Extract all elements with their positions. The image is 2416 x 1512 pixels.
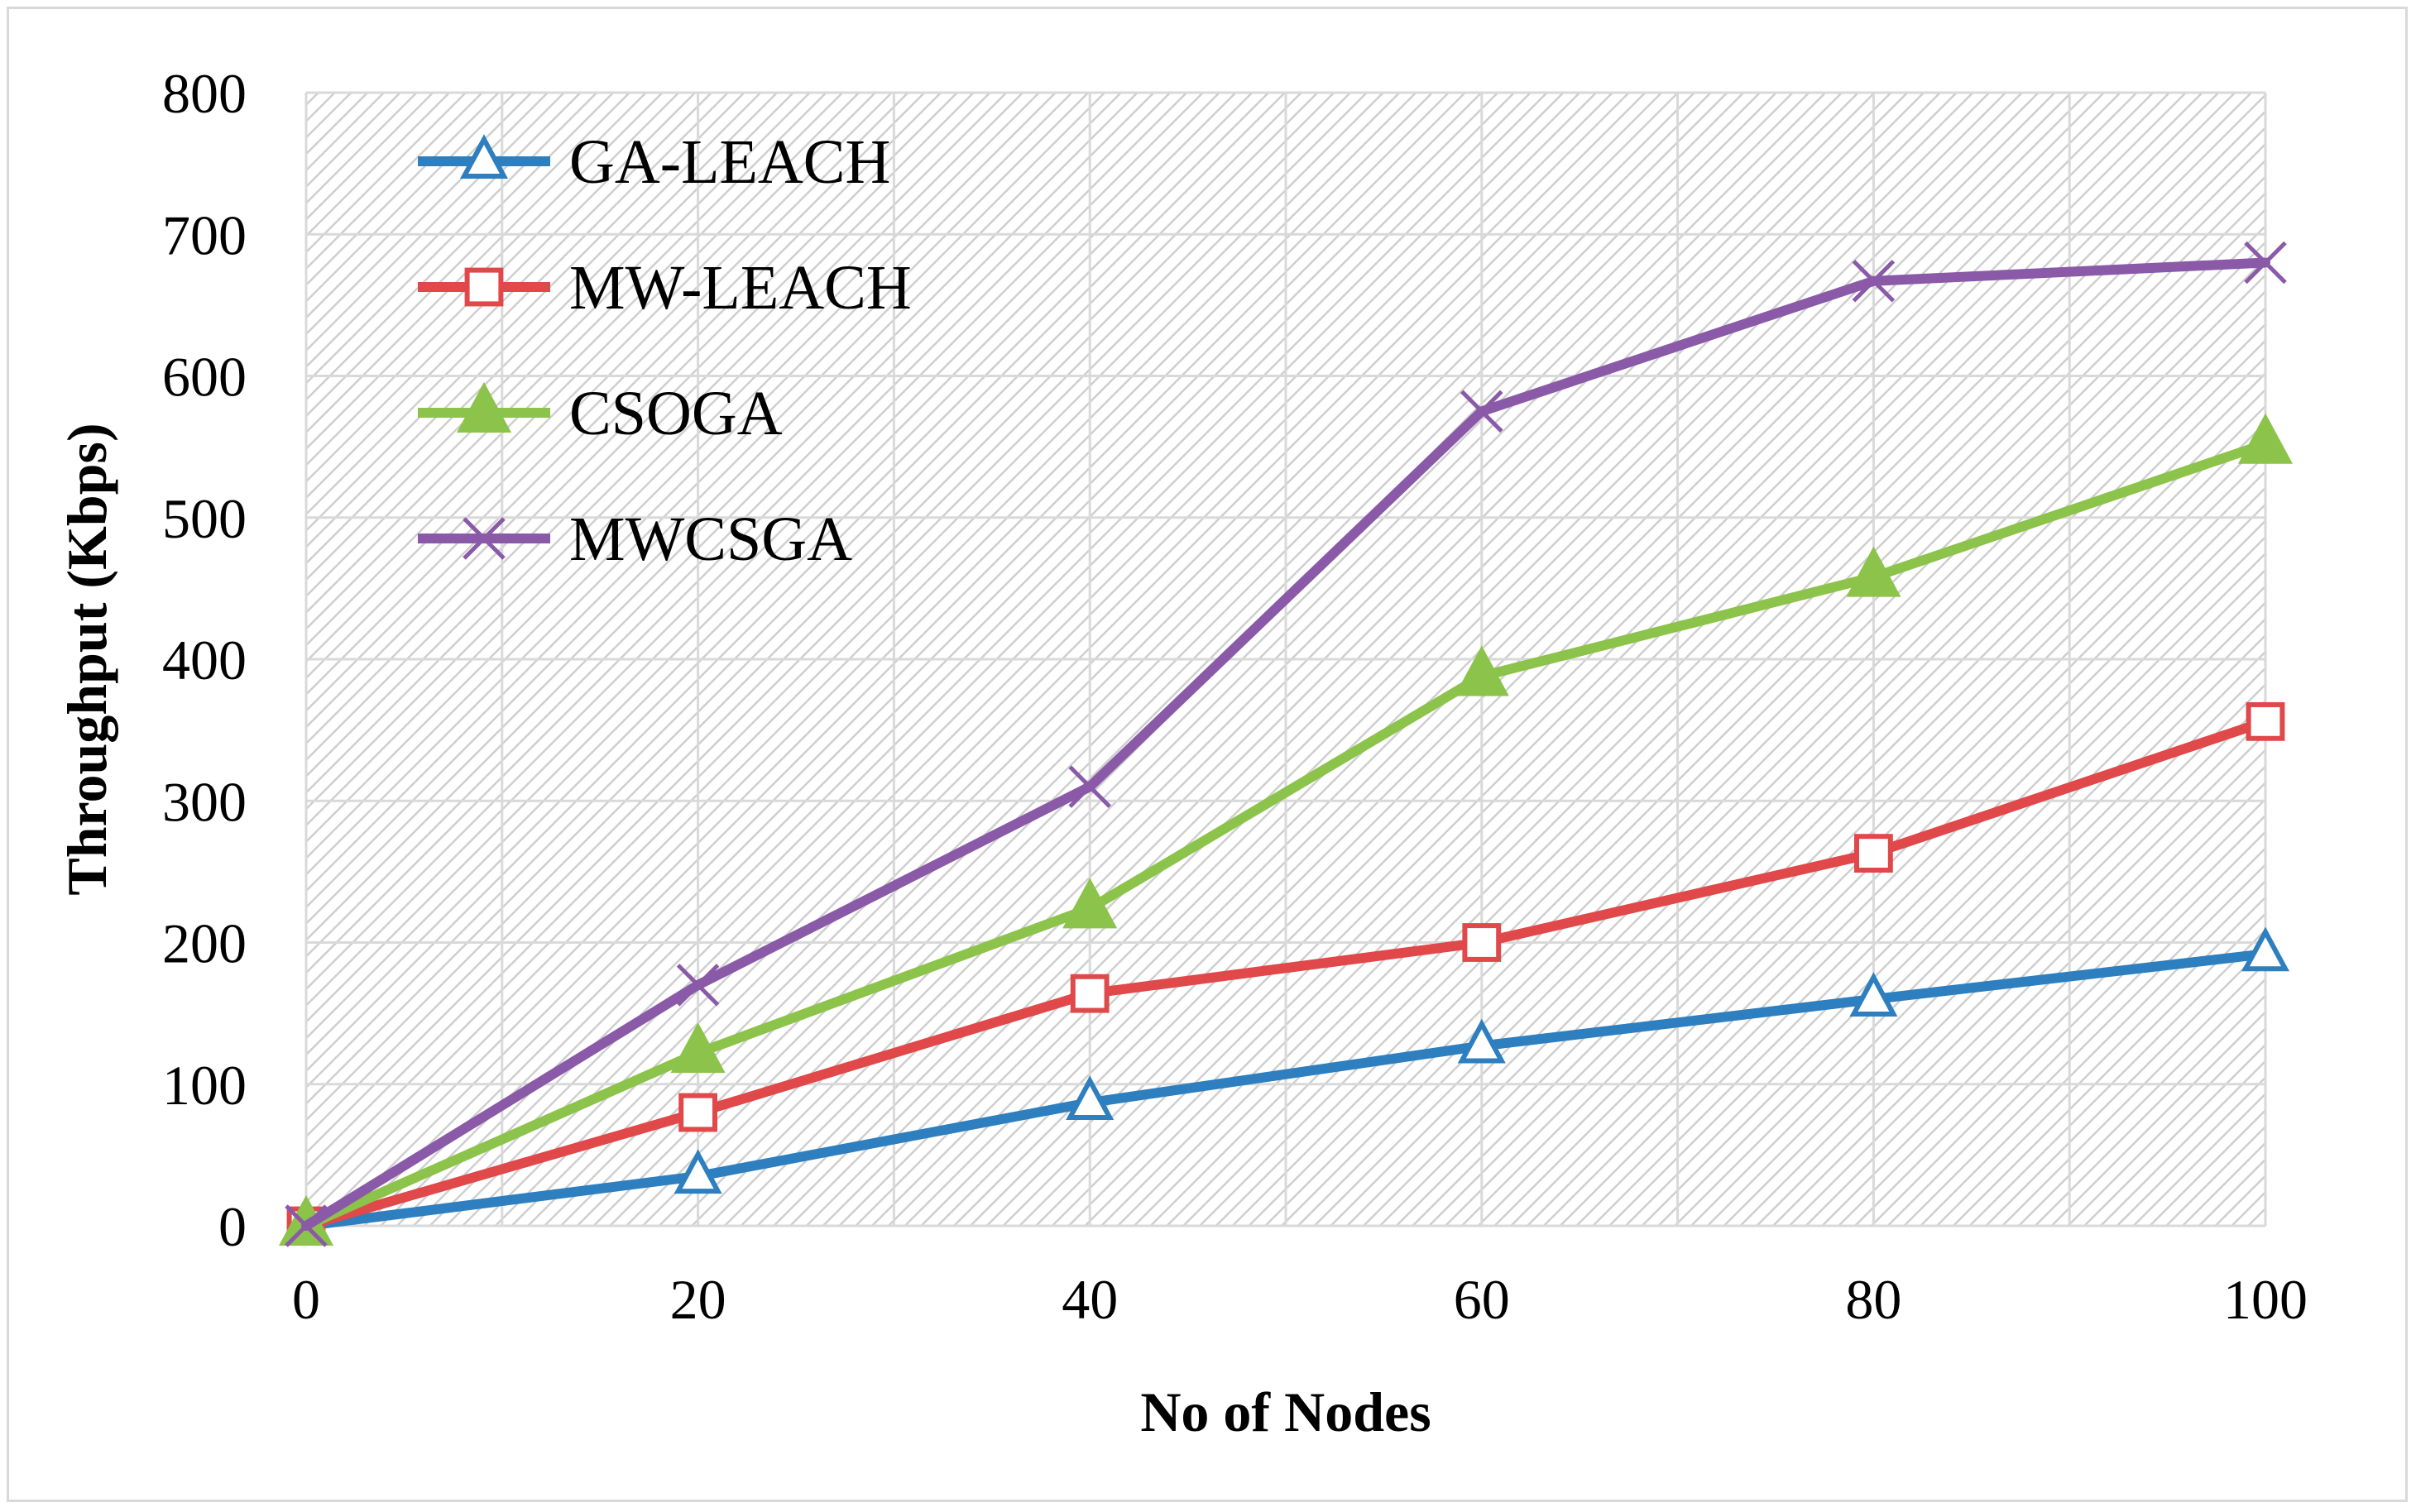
data-point-marker <box>456 381 512 433</box>
data-point-marker <box>1454 645 1509 696</box>
legend-label: MW-LEACH <box>569 253 912 323</box>
x-tick-label: 20 <box>670 1268 726 1331</box>
data-point-marker <box>2244 241 2287 285</box>
marker-stroke <box>285 1204 328 1247</box>
data-point-marker <box>670 1022 726 1074</box>
data-point-marker <box>2246 701 2285 741</box>
data-point-marker <box>2241 926 2290 972</box>
data-point-marker <box>1462 923 1502 962</box>
y-tick-label: 300 <box>162 770 247 833</box>
x-tick-label: 100 <box>2223 1268 2308 1331</box>
data-point-marker <box>1066 1075 1115 1121</box>
series-mwcsga <box>285 241 2287 1247</box>
data-point-marker <box>1854 834 1893 873</box>
series-line <box>301 257 2270 1231</box>
y-tick-label: 600 <box>162 346 247 409</box>
axes: 0 100 200 300 400 500 600 700 800 0 20 40 60 80 100 <box>162 62 2308 1331</box>
series-line <box>301 949 2270 1231</box>
data-point-marker <box>1460 390 1503 433</box>
legend-item: MW-LEACH <box>418 253 912 323</box>
data-point-marker <box>1849 972 1898 1017</box>
data-point-marker <box>676 964 720 1007</box>
legend: GA-LEACH MW-LEACH CSOGA MWCSGA <box>418 127 912 574</box>
data-point-marker <box>1062 878 1118 929</box>
grid-lines <box>304 91 2267 1227</box>
data-point-marker <box>1070 974 1110 1013</box>
legend-item: CSOGA <box>418 379 783 448</box>
legend-label: GA-LEACH <box>569 127 890 197</box>
chart-border <box>7 7 2408 1502</box>
y-tick-label: 700 <box>162 203 247 266</box>
x-tick-label: 60 <box>1454 1268 1510 1331</box>
marker-stroke <box>1068 765 1111 808</box>
marker-stroke <box>463 517 506 560</box>
data-point-marker <box>464 267 504 307</box>
series-line <box>301 438 2270 1231</box>
marker-stroke <box>2244 241 2287 285</box>
legend-label: CSOGA <box>569 379 783 448</box>
x-tick-label: 40 <box>1062 1268 1118 1331</box>
data-point-marker <box>1068 765 1111 808</box>
y-tick-label: 800 <box>162 62 247 125</box>
y-axis-title: Throughput (Kbps) <box>55 423 118 895</box>
legend-item: MWCSGA <box>418 505 852 574</box>
data-point-marker <box>678 1093 718 1132</box>
x-axis-title: No of Nodes <box>1140 1380 1431 1443</box>
y-tick-label: 0 <box>218 1195 247 1258</box>
marker-stroke <box>1460 390 1503 433</box>
data-point-marker <box>2237 413 2294 464</box>
legend-item: GA-LEACH <box>418 127 890 197</box>
marker-stroke <box>676 964 720 1007</box>
data-point-marker <box>1846 546 1901 597</box>
series-line <box>301 716 2270 1231</box>
y-tick-label: 500 <box>162 487 247 550</box>
x-tick-label: 80 <box>1845 1268 1901 1331</box>
y-tick-label: 400 <box>162 629 247 691</box>
y-tick-label: 100 <box>162 1054 247 1117</box>
data-point-marker <box>674 1149 722 1194</box>
data-point-marker <box>1457 1018 1506 1064</box>
data-point-marker <box>1852 259 1896 303</box>
data-point-marker <box>459 134 509 179</box>
series-csoga <box>278 413 2294 1246</box>
data-point-marker <box>285 1204 328 1247</box>
legend-label: MWCSGA <box>569 505 852 574</box>
marker-stroke <box>1852 259 1896 303</box>
x-tick-label: 0 <box>292 1268 320 1331</box>
series-group <box>278 241 2294 1247</box>
y-tick-label: 200 <box>162 912 247 975</box>
data-point-marker <box>463 517 506 560</box>
